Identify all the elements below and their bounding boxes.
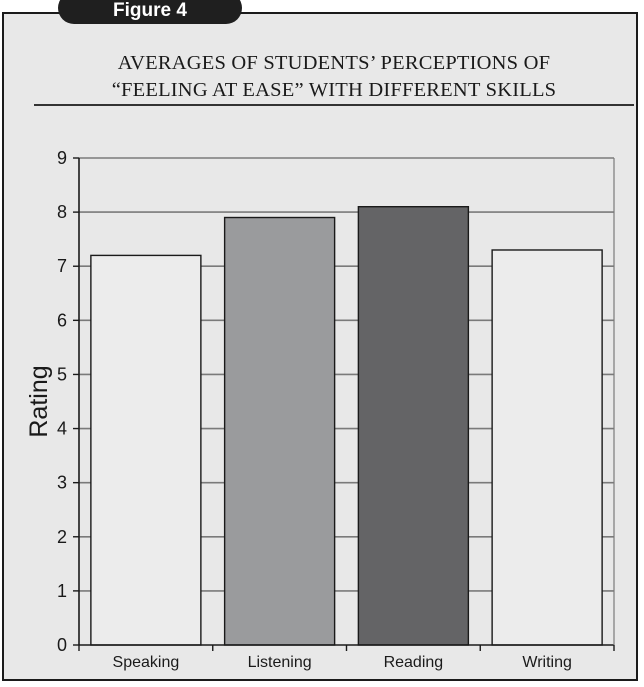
axes xyxy=(73,157,615,651)
bars xyxy=(90,205,603,646)
x-tick-label-reading: Reading xyxy=(384,654,444,671)
y-tick-label: 2 xyxy=(57,527,67,547)
bar-reading xyxy=(357,205,470,646)
chart-title-line-1: AVERAGES OF STUDENTS’ PERCEPTIONS OF xyxy=(117,52,551,74)
figure-tab-wrap: Figure 4 xyxy=(0,0,644,40)
y-tick-label: 5 xyxy=(57,364,67,384)
y-tick-label: 6 xyxy=(57,310,67,330)
chart-title-line-2: “FEELING AT EASE” WITH DIFFERENT SKILLS xyxy=(111,79,557,101)
chart-title: AVERAGES OF STUDENTS’ PERCEPTIONS OF “FE… xyxy=(34,50,634,104)
y-tick-label: 7 xyxy=(57,256,67,276)
y-tick-label: 8 xyxy=(57,202,67,222)
x-tick-label-speaking: Speaking xyxy=(113,654,180,671)
y-tick-label: 0 xyxy=(57,635,67,655)
y-tick-labels: 0 1 2 3 4 5 6 7 8 9 xyxy=(57,148,67,655)
y-tick-label: 3 xyxy=(57,473,67,493)
bar-listening xyxy=(223,216,336,646)
x-tick-label-writing: Writing xyxy=(522,654,572,671)
y-tick-label: 1 xyxy=(57,581,67,601)
bar-writing xyxy=(491,249,603,646)
x-tick-label-listening: Listening xyxy=(248,654,312,671)
title-divider xyxy=(34,104,634,106)
y-tick-label: 9 xyxy=(57,148,67,168)
y-tick-label: 4 xyxy=(57,419,67,439)
figure-label: Figure 4 xyxy=(58,0,242,24)
bar-speaking xyxy=(90,254,202,646)
x-tick-labels: Speaking Listening Reading Writing xyxy=(113,654,572,671)
y-axis-label: Rating xyxy=(25,365,53,437)
